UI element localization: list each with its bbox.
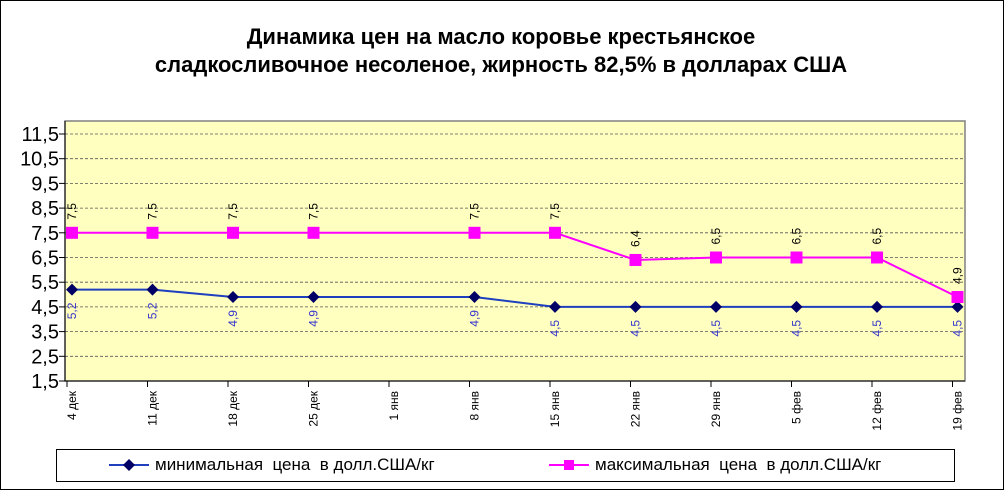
y-tick-label: 7,5 xyxy=(31,223,59,245)
x-tick-label: 11 дек xyxy=(146,390,160,425)
data-point-max xyxy=(468,226,481,239)
data-label-max: 7,5 xyxy=(226,203,240,220)
data-label-min: 4,5 xyxy=(790,320,804,337)
data-point-max xyxy=(790,251,803,264)
y-tick-label: 6,5 xyxy=(31,248,59,270)
data-point-min xyxy=(951,300,964,313)
data-label-min: 5,2 xyxy=(146,302,160,319)
data-point-max xyxy=(227,226,239,239)
data-point-min xyxy=(66,283,78,296)
y-tick-label: 2,5 xyxy=(31,346,59,368)
data-label-max: 4,9 xyxy=(951,267,965,284)
x-tick-label: 4 дек xyxy=(65,390,79,420)
x-tick-label: 29 янв xyxy=(709,391,723,427)
plot-area: 11,510,59,58,57,56,55,54,53,52,51,54 дек… xyxy=(20,120,966,431)
data-label-min: 4,5 xyxy=(870,320,884,337)
y-tick-label: 10,5 xyxy=(20,149,59,171)
data-point-min xyxy=(871,300,883,313)
data-point-min xyxy=(629,300,642,313)
x-tick-label: 15 янв xyxy=(548,391,562,427)
data-label-min: 4,9 xyxy=(226,310,240,327)
data-label-max: 7,5 xyxy=(307,203,321,220)
x-tick-label: 5 фев xyxy=(790,391,804,424)
data-point-min xyxy=(146,283,159,296)
data-label-max: 7,5 xyxy=(65,203,79,220)
data-label-max: 7,5 xyxy=(548,203,562,220)
data-label-min: 5,2 xyxy=(65,302,79,319)
legend-item-min: минимальная цена в долл.США/кг xyxy=(109,455,435,475)
legend-item-max: максимальная цена в долл.США/кг xyxy=(549,455,881,475)
x-tick-label: 18 дек xyxy=(226,390,240,426)
data-point-max xyxy=(871,251,883,264)
y-tick-label: 5,5 xyxy=(31,272,59,294)
y-tick-label: 11,5 xyxy=(22,124,59,146)
y-tick-label: 1,5 xyxy=(31,371,59,393)
data-label-max: 6,5 xyxy=(709,227,723,244)
chart-title: Динамика цен на масло коровье крестьянск… xyxy=(1,23,1003,79)
y-tick-label: 8,5 xyxy=(31,198,59,220)
data-point-min xyxy=(549,300,561,313)
y-tick-label: 3,5 xyxy=(31,322,59,344)
plot-background xyxy=(64,120,966,382)
x-tick-label: 19 фев xyxy=(951,391,965,431)
data-label-min: 4,9 xyxy=(468,310,482,327)
data-label-max: 6,4 xyxy=(629,230,643,247)
data-label-min: 4,5 xyxy=(951,320,965,337)
data-point-min xyxy=(468,291,481,304)
data-label-max: 6,5 xyxy=(870,227,884,244)
data-label-min: 4,5 xyxy=(709,320,723,337)
data-point-max xyxy=(629,253,642,266)
data-point-max xyxy=(66,226,78,239)
square-marker-icon xyxy=(549,460,589,470)
data-label-max: 6,5 xyxy=(790,227,804,244)
legend-label-min: минимальная цена в долл.США/кг xyxy=(155,455,435,474)
legend-label-max: максимальная цена в долл.США/кг xyxy=(595,455,882,474)
data-point-max xyxy=(951,291,964,304)
data-label-min: 4,9 xyxy=(307,310,321,327)
x-tick-label: 1 янв xyxy=(387,391,401,421)
legend: минимальная цена в долл.США/кг максималь… xyxy=(56,449,955,482)
data-point-max xyxy=(710,251,722,264)
x-tick-label: 22 янв xyxy=(629,391,643,427)
x-tick-label: 8 янв xyxy=(468,391,482,421)
y-tick-label: 9,5 xyxy=(31,173,59,195)
diamond-marker-icon xyxy=(109,459,149,471)
data-point-min xyxy=(227,291,239,304)
y-tick-label: 4,5 xyxy=(31,297,59,319)
chart-title-line-1: Динамика цен на масло коровье крестьянск… xyxy=(246,24,756,49)
data-label-max: 7,5 xyxy=(468,203,482,220)
chart-title-line-2: сладкосливочное несоленое, жирность 82,5… xyxy=(154,52,848,77)
data-point-max xyxy=(549,226,561,239)
x-tick-label: 25 дек xyxy=(307,390,321,426)
data-label-min: 4,5 xyxy=(629,320,643,337)
data-point-min xyxy=(790,300,803,313)
data-point-min xyxy=(307,291,320,304)
data-label-min: 4,5 xyxy=(548,320,562,337)
data-point-min xyxy=(710,300,722,313)
x-tick-label: 12 фев xyxy=(870,391,884,431)
data-label-max: 7,5 xyxy=(146,203,160,220)
data-point-max xyxy=(146,226,159,239)
data-point-max xyxy=(307,226,320,239)
